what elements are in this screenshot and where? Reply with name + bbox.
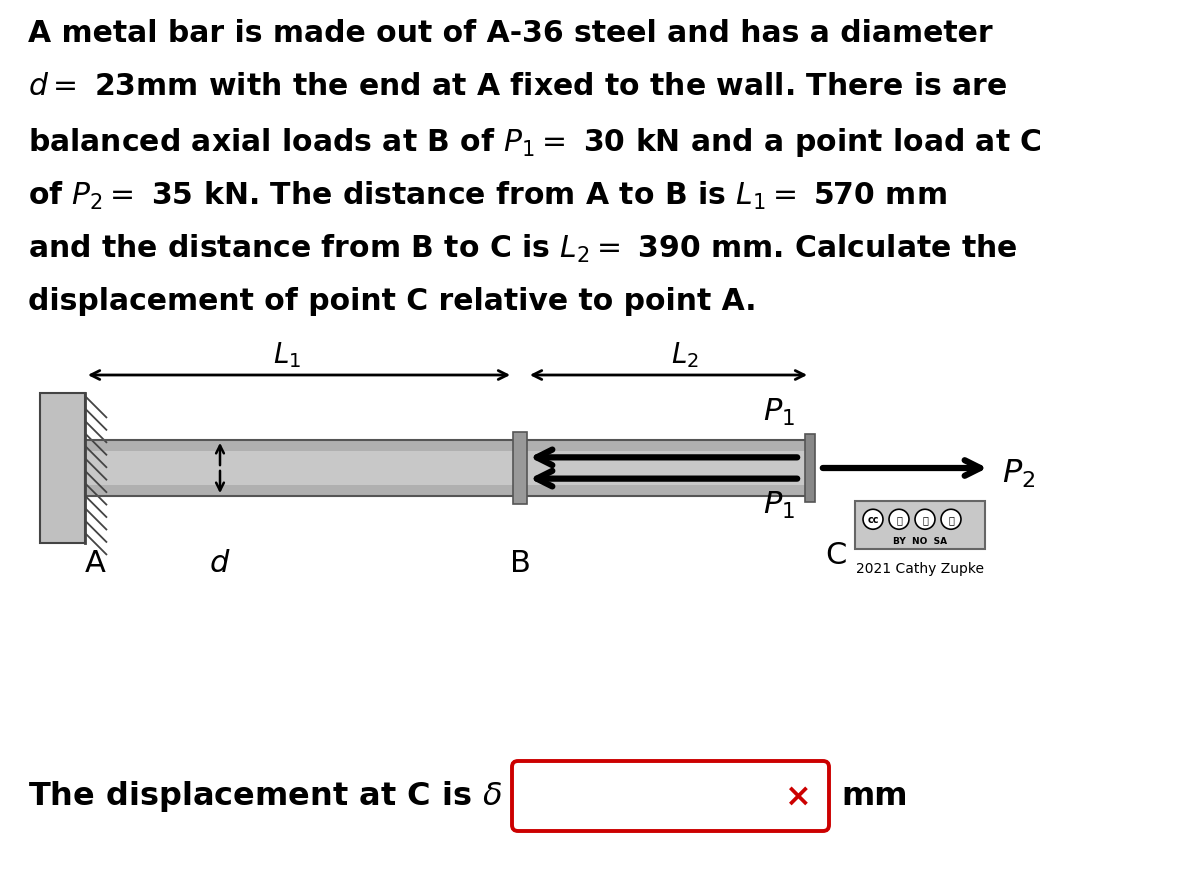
Text: $P_1$: $P_1$ (763, 397, 794, 428)
Text: $P_2$: $P_2$ (1002, 457, 1036, 490)
Circle shape (863, 509, 883, 529)
Text: 0.000000000: 0.000000000 (533, 781, 768, 811)
Bar (85, 441, 810, 496)
Text: Ⓞ: Ⓞ (948, 515, 954, 525)
Text: C: C (826, 540, 846, 569)
Bar (85, 441, 810, 451)
Text: The displacement at C is $\delta$ =: The displacement at C is $\delta$ = (28, 779, 542, 814)
Bar (856, 501, 985, 550)
Text: BY  NO  SA: BY NO SA (893, 536, 947, 545)
Text: balanced axial loads at B of $P_1 = $ 30 kN and a point load at C: balanced axial loads at B of $P_1 = $ 30… (28, 126, 1042, 159)
Bar (40, 393, 85, 543)
Bar (85, 441, 810, 496)
Text: displacement of point C relative to point A.: displacement of point C relative to poin… (28, 286, 756, 315)
Text: of $P_2 = $ 35 kN. The distance from A to B is $L_1 = $ 570 mm: of $P_2 = $ 35 kN. The distance from A t… (28, 179, 947, 212)
Text: B: B (510, 549, 530, 578)
Circle shape (941, 509, 961, 529)
Text: Ⓢ: Ⓢ (922, 515, 928, 525)
Text: cc: cc (868, 515, 878, 525)
Text: and the distance from B to C is $L_2 = $ 390 mm. Calculate the: and the distance from B to C is $L_2 = $… (28, 233, 1018, 265)
Bar (85, 486, 810, 496)
Text: A: A (84, 549, 106, 578)
Text: Ⓘ: Ⓘ (896, 515, 902, 525)
Text: $d = $ 23mm with the end at A fixed to the wall. There is are: $d = $ 23mm with the end at A fixed to t… (28, 72, 1007, 101)
Text: ×: × (785, 781, 811, 811)
Bar (805, 435, 815, 502)
Text: 2021 Cathy Zupke: 2021 Cathy Zupke (856, 561, 984, 575)
Text: A metal bar is made out of A-36 steel and has a diameter: A metal bar is made out of A-36 steel an… (28, 19, 992, 48)
Text: $L_1$: $L_1$ (274, 340, 301, 370)
Text: $P_1$: $P_1$ (763, 489, 794, 520)
Text: $L_2$: $L_2$ (671, 340, 698, 370)
Text: mm: mm (841, 781, 907, 811)
Bar (0, 0, 1186, 319)
Circle shape (889, 509, 910, 529)
Circle shape (916, 509, 935, 529)
Text: $d$: $d$ (209, 549, 230, 578)
Bar (514, 433, 527, 505)
FancyBboxPatch shape (512, 761, 829, 831)
